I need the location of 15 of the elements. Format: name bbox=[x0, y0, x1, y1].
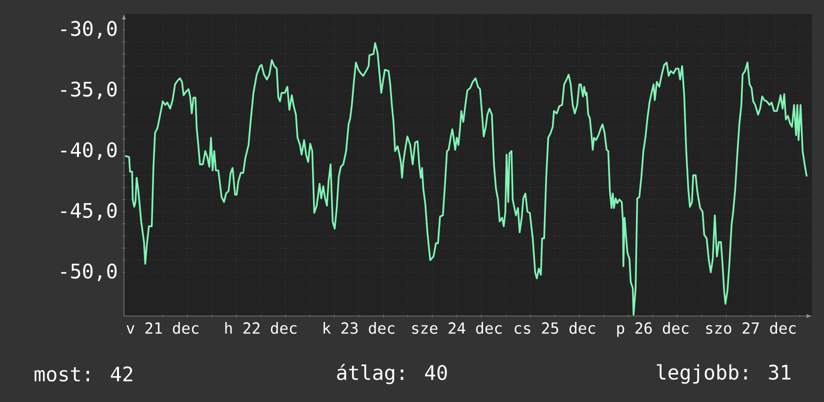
x-tick-label: p 26 dec bbox=[617, 322, 688, 337]
y-tick-label: -30,0 bbox=[61, 20, 117, 39]
x-tick-label: sze 24 dec bbox=[412, 322, 502, 334]
x-tick-label: k 23 dec bbox=[324, 322, 394, 334]
x-tick-label: szo 27 dec bbox=[706, 322, 796, 334]
x-tick-label: v 21 dec bbox=[126, 322, 198, 334]
y-tick-label: -50,0 bbox=[61, 264, 117, 282]
text: most: 42 bbox=[34, 366, 132, 382]
y-tick-label: -45,0 bbox=[61, 202, 117, 221]
x-tick-label: h 22 dec bbox=[225, 322, 296, 334]
y-tick-label: -40,0 bbox=[61, 142, 117, 160]
text: legjobb: 31 bbox=[656, 364, 790, 384]
x-tick-label: cs 25 dec bbox=[514, 322, 596, 334]
y-tick-label: -35,0 bbox=[61, 82, 117, 100]
text: átlag: 40 bbox=[337, 364, 447, 384]
